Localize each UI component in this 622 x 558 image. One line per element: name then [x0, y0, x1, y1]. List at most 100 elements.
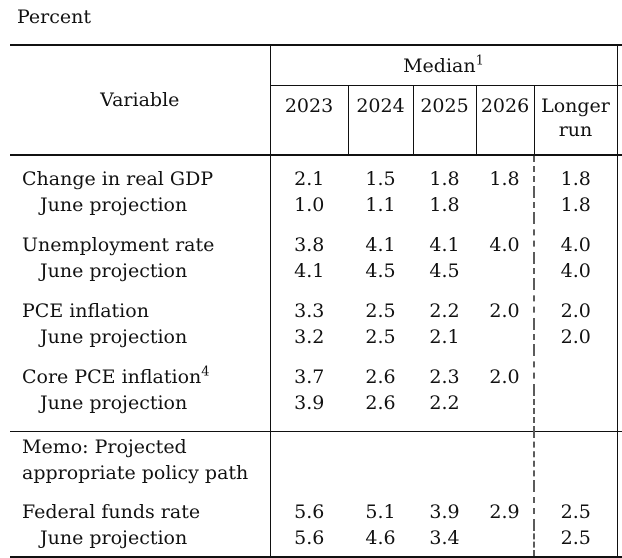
cell-value: 3.2	[294, 326, 325, 348]
cell-value: 5.6	[294, 527, 325, 549]
cell-value: 2.3	[429, 366, 460, 388]
cutoff-strip	[616, 324, 622, 350]
cutoff-strip	[616, 85, 622, 156]
cell-value: 2.0	[489, 300, 520, 322]
row-label: June projection	[10, 390, 271, 432]
table-row: Unemployment rate 3.8 4.1 4.1 4.0 4.0	[10, 218, 622, 258]
cell-value	[348, 431, 413, 486]
table-row: June projection 3.2 2.5 2.1 2.0	[10, 324, 622, 350]
cell-value: 5.6	[294, 501, 325, 523]
cell-value: 4.0	[489, 234, 520, 256]
cell-value: 4.5	[365, 260, 396, 282]
memo-row: Memo: Projected appropriate policy path	[10, 431, 622, 486]
cell-value	[476, 431, 534, 486]
cell-value: 2.2	[429, 392, 460, 414]
cell-value: 2.5	[533, 486, 617, 525]
median-label: Median	[403, 54, 476, 77]
cutoff-strip	[616, 192, 622, 218]
cell-value: 2.9	[489, 501, 520, 523]
table-row: Federal funds rate 5.6 5.1 3.9 2.9 2.5	[10, 486, 622, 525]
cell-value: 3.4	[429, 527, 460, 549]
cell-value: 1.1	[365, 194, 396, 216]
cell-value: 2.1	[294, 168, 325, 190]
cutoff-strip	[616, 258, 622, 284]
row-label: PCE inflation	[10, 284, 271, 324]
cell-value	[476, 192, 534, 218]
year-column-header: 2024	[347, 85, 413, 156]
cell-value: 1.5	[365, 168, 396, 190]
cell-value: 4.0	[533, 218, 617, 258]
cutoff-strip	[616, 431, 622, 486]
cell-value: 1.8	[489, 168, 520, 190]
memo-label-line1: Memo: Projected	[22, 436, 187, 458]
cell-value: 3.3	[294, 300, 325, 322]
row-label: June projection	[10, 258, 271, 284]
row-label: Federal funds rate	[10, 486, 271, 525]
cutoff-strip	[616, 155, 622, 192]
year-column-header: 2026	[475, 85, 534, 156]
cell-value: 1.8	[429, 194, 460, 216]
cell-value: 4.5	[429, 260, 460, 282]
percent-unit-label: Percent	[17, 6, 92, 28]
median-footnote-superscript: 1	[475, 53, 484, 69]
cell-value	[533, 350, 617, 390]
cell-value: 2.5	[533, 525, 617, 556]
table-row: June projection 5.6 4.6 3.4 2.5	[10, 525, 622, 556]
table-row: June projection 4.1 4.5 4.5 4.0	[10, 258, 622, 284]
cell-value: 4.6	[365, 527, 396, 549]
cutoff-strip	[616, 218, 622, 258]
cutoff-strip	[616, 390, 622, 432]
cell-value: 2.6	[365, 392, 396, 414]
cutoff-strip	[616, 350, 622, 390]
cell-value: 2.0	[489, 366, 520, 388]
table-header: Variable Median1 2023 2024 2025 2026 Lon…	[10, 46, 622, 156]
cell-value: 2.0	[533, 284, 617, 324]
cutoff-strip	[616, 486, 622, 525]
table-row: Core PCE inflation4 3.7 2.6 2.3 2.0	[10, 350, 622, 390]
cell-value: 1.8	[533, 155, 617, 192]
variable-column-header: Variable	[10, 46, 271, 156]
cell-value	[270, 431, 348, 486]
cell-value	[476, 324, 534, 350]
cell-value: 4.1	[365, 234, 396, 256]
cell-value: 3.9	[294, 392, 325, 414]
median-group-header: Median1	[270, 46, 617, 86]
cell-value: 2.5	[365, 326, 396, 348]
cutoff-strip	[616, 46, 622, 86]
longer-run-column-header: Longer run	[533, 85, 617, 156]
cell-value: 4.0	[533, 258, 617, 284]
row-label: June projection	[10, 324, 271, 350]
cell-value: 4.1	[294, 260, 325, 282]
cell-value	[476, 525, 534, 556]
cell-value	[476, 258, 534, 284]
core-pce-footnote-superscript: 4	[201, 364, 210, 380]
table-row: PCE inflation 3.3 2.5 2.2 2.0 2.0	[10, 284, 622, 324]
cell-value: 2.6	[365, 366, 396, 388]
cell-value: 2.1	[429, 326, 460, 348]
cell-value: 1.0	[294, 194, 325, 216]
table-body: Change in real GDP 2.1 1.5 1.8 1.8 1.8 J…	[10, 155, 622, 556]
row-label: Unemployment rate	[10, 218, 271, 258]
cell-value: 5.1	[365, 501, 396, 523]
cell-value: 3.7	[294, 366, 325, 388]
cell-value	[533, 390, 617, 432]
sep-projections-table: Variable Median1 2023 2024 2025 2026 Lon…	[10, 46, 622, 556]
table-row: June projection 3.9 2.6 2.2	[10, 390, 622, 432]
cell-value	[413, 431, 476, 486]
cell-value: 2.0	[533, 324, 617, 350]
memo-label-line2: appropriate policy path	[22, 462, 249, 484]
row-label: June projection	[10, 192, 271, 218]
cutoff-strip	[616, 284, 622, 324]
cutoff-strip	[616, 525, 622, 556]
memo-label: Memo: Projected appropriate policy path	[10, 431, 271, 486]
cell-value: 4.1	[429, 234, 460, 256]
cell-value: 3.9	[429, 501, 460, 523]
cell-value: 1.8	[429, 168, 460, 190]
cell-value: 2.5	[365, 300, 396, 322]
table-row: June projection 1.0 1.1 1.8 1.8	[10, 192, 622, 218]
cell-value	[476, 390, 534, 432]
cell-value: 1.8	[533, 192, 617, 218]
row-label: Change in real GDP	[10, 155, 271, 192]
cell-value: 3.8	[294, 234, 325, 256]
row-label: June projection	[10, 525, 271, 556]
